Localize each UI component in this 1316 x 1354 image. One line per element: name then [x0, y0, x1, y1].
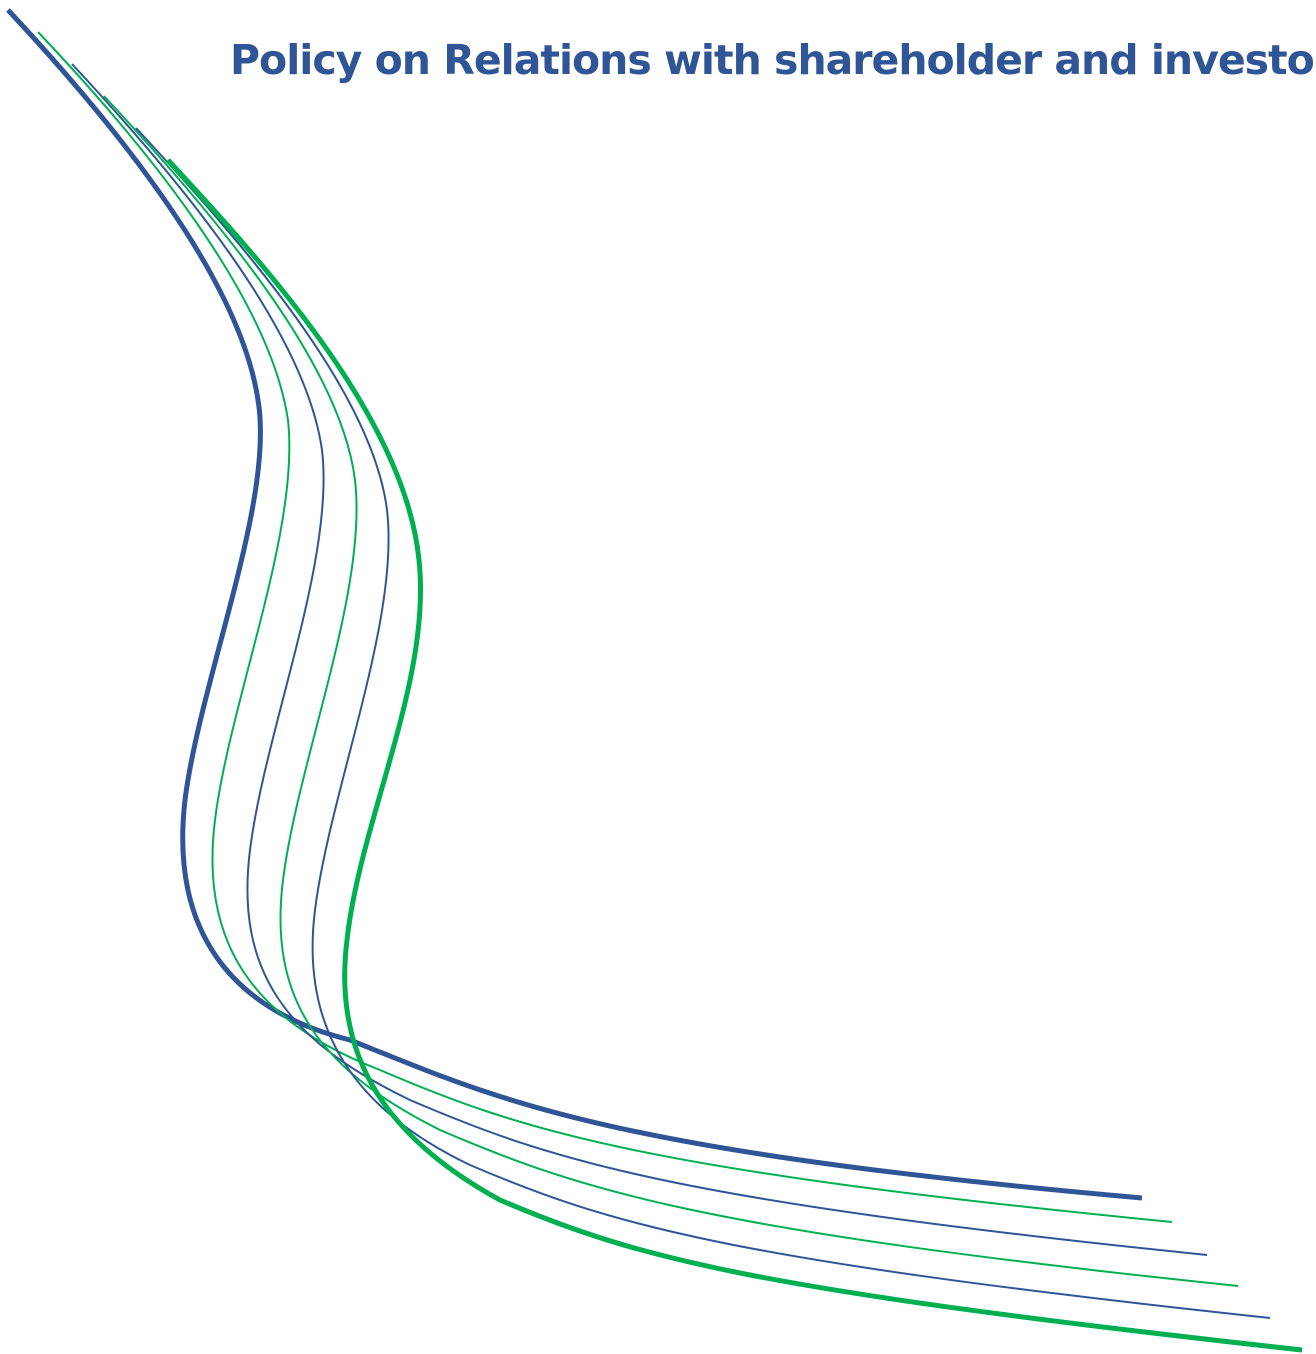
curve — [103, 95, 1239, 1287]
curve — [166, 158, 1303, 1353]
curve — [71, 63, 1208, 1256]
curve — [135, 127, 1271, 1319]
title: Policy on Relations with shareholder and… — [230, 36, 1316, 84]
curve — [37, 31, 1173, 1223]
curve — [6, 8, 1143, 1201]
